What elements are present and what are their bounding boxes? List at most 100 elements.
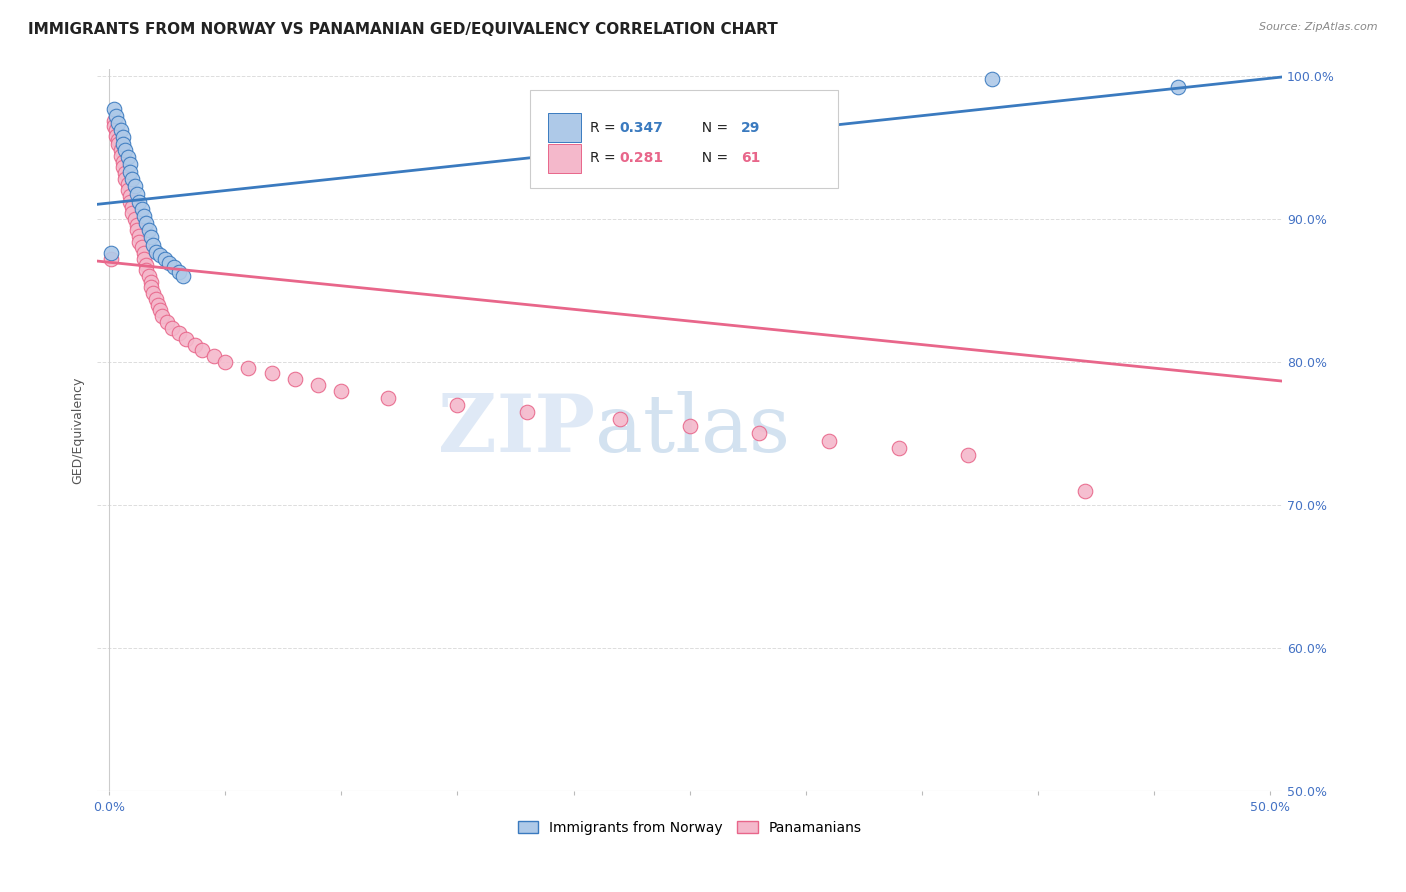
Point bbox=[957, 448, 980, 462]
Point bbox=[135, 263, 157, 277]
Point bbox=[152, 309, 174, 323]
Point bbox=[191, 343, 214, 358]
Point bbox=[818, 434, 841, 448]
Point bbox=[114, 171, 136, 186]
Point bbox=[135, 258, 157, 272]
Point bbox=[125, 218, 148, 232]
Point bbox=[1166, 80, 1188, 95]
Point bbox=[114, 143, 136, 157]
Point bbox=[132, 209, 155, 223]
Point bbox=[307, 377, 329, 392]
Point bbox=[159, 256, 181, 270]
Point bbox=[105, 128, 128, 143]
Point bbox=[516, 405, 538, 419]
Point bbox=[132, 252, 155, 266]
Point bbox=[105, 109, 128, 123]
Point bbox=[100, 246, 122, 260]
Point bbox=[132, 246, 155, 260]
Point bbox=[118, 164, 141, 178]
Point bbox=[111, 161, 134, 175]
Legend: Immigrants from Norway, Panamanians: Immigrants from Norway, Panamanians bbox=[517, 821, 862, 835]
Point bbox=[124, 178, 146, 193]
Point bbox=[167, 326, 190, 341]
Point bbox=[163, 260, 186, 275]
Point bbox=[121, 200, 143, 214]
FancyBboxPatch shape bbox=[547, 113, 581, 142]
Point bbox=[117, 183, 139, 197]
Point bbox=[128, 229, 150, 244]
Point bbox=[110, 143, 132, 157]
Point bbox=[748, 426, 770, 441]
Point bbox=[100, 252, 122, 266]
Text: 0.281: 0.281 bbox=[620, 151, 664, 165]
Text: atlas: atlas bbox=[595, 391, 790, 469]
Y-axis label: GED/Equivalency: GED/Equivalency bbox=[72, 376, 84, 483]
Point bbox=[103, 114, 125, 128]
Text: N =: N = bbox=[693, 151, 733, 165]
Point bbox=[202, 349, 225, 363]
Point bbox=[138, 268, 160, 283]
Point bbox=[167, 265, 190, 279]
Point bbox=[121, 171, 143, 186]
Point bbox=[103, 119, 125, 133]
Point bbox=[111, 154, 134, 169]
Point bbox=[139, 275, 162, 289]
Point bbox=[156, 315, 179, 329]
Point bbox=[128, 194, 150, 209]
Point bbox=[118, 157, 141, 171]
Text: 0.347: 0.347 bbox=[620, 120, 664, 135]
Point bbox=[117, 150, 139, 164]
Point bbox=[111, 137, 134, 152]
Point bbox=[138, 223, 160, 237]
Point bbox=[172, 268, 194, 283]
Text: 29: 29 bbox=[741, 120, 761, 135]
Point bbox=[238, 360, 260, 375]
Point bbox=[184, 337, 207, 351]
Point bbox=[139, 280, 162, 294]
Point bbox=[103, 102, 125, 116]
Point bbox=[260, 367, 283, 381]
Point bbox=[131, 240, 153, 254]
Text: ZIP: ZIP bbox=[437, 391, 595, 469]
Point bbox=[128, 235, 150, 249]
Point bbox=[125, 187, 148, 202]
Point bbox=[135, 216, 157, 230]
Point bbox=[110, 123, 132, 137]
Text: Source: ZipAtlas.com: Source: ZipAtlas.com bbox=[1260, 22, 1378, 32]
Text: IMMIGRANTS FROM NORWAY VS PANAMANIAN GED/EQUIVALENCY CORRELATION CHART: IMMIGRANTS FROM NORWAY VS PANAMANIAN GED… bbox=[28, 22, 778, 37]
Point bbox=[980, 71, 1002, 86]
Point bbox=[160, 320, 183, 334]
Point bbox=[107, 133, 129, 147]
Point bbox=[887, 441, 910, 455]
Point bbox=[1073, 483, 1095, 498]
Point bbox=[153, 252, 176, 266]
Point bbox=[105, 123, 128, 137]
Point bbox=[121, 206, 143, 220]
Text: R =: R = bbox=[591, 120, 620, 135]
Point bbox=[118, 194, 141, 209]
Point bbox=[118, 189, 141, 203]
Point bbox=[107, 116, 129, 130]
Point bbox=[145, 244, 167, 259]
Point bbox=[142, 286, 165, 301]
FancyBboxPatch shape bbox=[547, 144, 581, 172]
Point bbox=[214, 355, 236, 369]
Point bbox=[139, 230, 162, 244]
Point bbox=[145, 292, 167, 306]
Point bbox=[114, 166, 136, 180]
Point bbox=[679, 419, 702, 434]
Point bbox=[107, 137, 129, 152]
Text: 61: 61 bbox=[741, 151, 761, 165]
Point bbox=[174, 332, 197, 346]
Text: R =: R = bbox=[591, 151, 620, 165]
Point bbox=[609, 412, 631, 426]
Point bbox=[117, 178, 139, 192]
Point bbox=[146, 298, 169, 312]
Point bbox=[124, 211, 146, 226]
FancyBboxPatch shape bbox=[530, 90, 838, 188]
Point bbox=[330, 384, 353, 398]
Point bbox=[110, 149, 132, 163]
Text: N =: N = bbox=[693, 120, 733, 135]
Point bbox=[111, 130, 134, 145]
Point bbox=[377, 391, 399, 405]
